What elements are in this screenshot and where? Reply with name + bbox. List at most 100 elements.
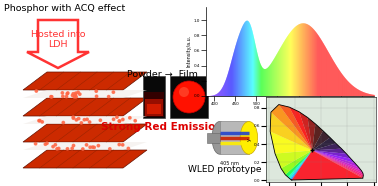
Polygon shape bbox=[291, 150, 312, 180]
Polygon shape bbox=[308, 118, 315, 150]
Circle shape bbox=[46, 142, 48, 145]
Polygon shape bbox=[291, 150, 312, 180]
Polygon shape bbox=[312, 150, 355, 163]
Circle shape bbox=[91, 146, 94, 148]
Polygon shape bbox=[291, 150, 312, 180]
Polygon shape bbox=[275, 150, 312, 168]
Circle shape bbox=[83, 118, 85, 121]
Text: WLED prototype: WLED prototype bbox=[188, 165, 262, 174]
Polygon shape bbox=[292, 150, 312, 180]
Circle shape bbox=[80, 122, 82, 124]
Bar bbox=[147, 103, 161, 114]
Polygon shape bbox=[312, 150, 363, 178]
Circle shape bbox=[82, 148, 84, 150]
Circle shape bbox=[134, 120, 136, 122]
Circle shape bbox=[127, 147, 130, 150]
Circle shape bbox=[95, 90, 98, 92]
Circle shape bbox=[118, 143, 121, 146]
Circle shape bbox=[122, 118, 124, 121]
Bar bbox=[145, 99, 163, 116]
Polygon shape bbox=[271, 105, 312, 150]
Circle shape bbox=[116, 116, 118, 118]
Bar bbox=[144, 92, 164, 117]
Circle shape bbox=[72, 117, 74, 119]
Text: Strong Red Emission: Strong Red Emission bbox=[101, 122, 223, 132]
Circle shape bbox=[62, 95, 64, 97]
Circle shape bbox=[112, 118, 115, 121]
Circle shape bbox=[71, 147, 73, 150]
Polygon shape bbox=[279, 105, 312, 150]
Circle shape bbox=[54, 144, 57, 146]
Polygon shape bbox=[312, 150, 361, 171]
Circle shape bbox=[44, 143, 46, 145]
Circle shape bbox=[38, 120, 40, 122]
Circle shape bbox=[79, 93, 81, 95]
Polygon shape bbox=[312, 150, 363, 177]
Text: Phosphor with ACQ effect: Phosphor with ACQ effect bbox=[4, 4, 125, 13]
Circle shape bbox=[121, 144, 124, 146]
Ellipse shape bbox=[212, 121, 228, 154]
Circle shape bbox=[35, 90, 37, 92]
Polygon shape bbox=[292, 150, 312, 180]
Bar bbox=[170, 76, 208, 118]
Text: Powder →  Film: Powder → Film bbox=[127, 70, 197, 79]
Bar bbox=[220, 121, 249, 154]
Polygon shape bbox=[312, 143, 341, 150]
Circle shape bbox=[61, 92, 64, 94]
Circle shape bbox=[77, 91, 79, 93]
Circle shape bbox=[93, 146, 95, 149]
Polygon shape bbox=[285, 150, 312, 177]
Polygon shape bbox=[312, 150, 363, 175]
Ellipse shape bbox=[240, 121, 258, 154]
Polygon shape bbox=[23, 116, 147, 124]
Circle shape bbox=[50, 96, 52, 98]
Circle shape bbox=[108, 148, 111, 150]
Circle shape bbox=[179, 87, 189, 97]
Circle shape bbox=[129, 117, 131, 119]
Polygon shape bbox=[290, 150, 312, 179]
Circle shape bbox=[89, 146, 91, 148]
Circle shape bbox=[57, 147, 60, 150]
Polygon shape bbox=[312, 150, 351, 159]
Polygon shape bbox=[270, 112, 312, 150]
Circle shape bbox=[72, 93, 74, 95]
Circle shape bbox=[66, 93, 68, 95]
Polygon shape bbox=[312, 150, 363, 173]
Text: Hosted into: Hosted into bbox=[31, 30, 85, 39]
Y-axis label: y: y bbox=[247, 138, 253, 141]
Polygon shape bbox=[312, 149, 346, 154]
Circle shape bbox=[86, 118, 88, 121]
Circle shape bbox=[74, 92, 77, 94]
Circle shape bbox=[51, 96, 53, 98]
Polygon shape bbox=[23, 150, 147, 168]
Circle shape bbox=[34, 142, 37, 145]
Y-axis label: Intensity/a.u.: Intensity/a.u. bbox=[187, 35, 192, 67]
Circle shape bbox=[71, 94, 74, 97]
Polygon shape bbox=[23, 142, 147, 150]
Polygon shape bbox=[312, 150, 359, 167]
Polygon shape bbox=[23, 90, 147, 98]
Polygon shape bbox=[312, 131, 330, 150]
Circle shape bbox=[67, 92, 69, 94]
Polygon shape bbox=[289, 107, 312, 150]
Circle shape bbox=[72, 144, 75, 147]
Text: 405 nm: 405 nm bbox=[220, 161, 239, 166]
Polygon shape bbox=[292, 150, 363, 180]
Circle shape bbox=[62, 121, 65, 124]
Circle shape bbox=[77, 117, 80, 120]
Circle shape bbox=[56, 148, 58, 150]
Circle shape bbox=[65, 95, 68, 98]
Circle shape bbox=[99, 119, 102, 121]
Bar bbox=[143, 76, 165, 118]
Circle shape bbox=[118, 120, 121, 122]
Polygon shape bbox=[23, 124, 147, 142]
Circle shape bbox=[97, 145, 99, 147]
Circle shape bbox=[85, 144, 88, 146]
X-axis label: Wavelength/nm: Wavelength/nm bbox=[271, 108, 310, 112]
Circle shape bbox=[41, 121, 43, 123]
Polygon shape bbox=[299, 112, 312, 150]
Circle shape bbox=[88, 121, 91, 123]
Polygon shape bbox=[288, 150, 312, 179]
Polygon shape bbox=[292, 150, 312, 180]
Polygon shape bbox=[281, 150, 312, 175]
